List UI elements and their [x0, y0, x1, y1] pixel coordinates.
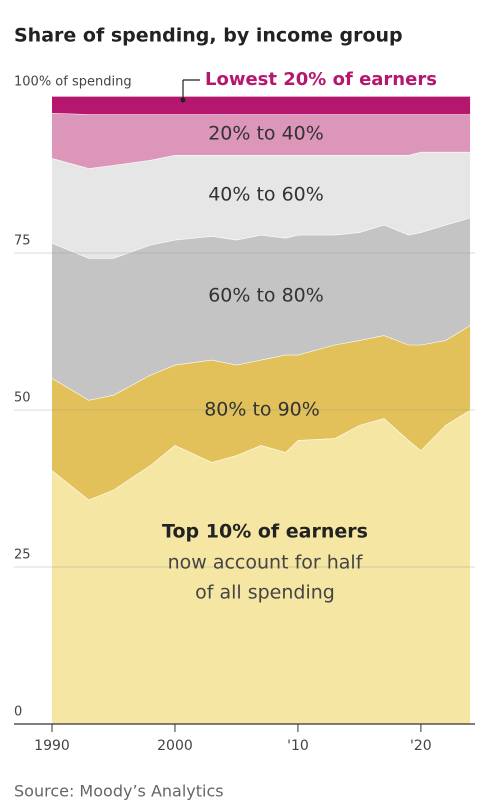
x-tick-label: '20: [410, 738, 432, 754]
series-label: 20% to 40%: [208, 123, 324, 145]
series-label: Top 10% of earners: [162, 521, 368, 543]
y-tick-label: 75: [14, 234, 31, 249]
area: [52, 112, 471, 169]
series-label: 60% to 80%: [208, 285, 324, 307]
y-tick-label: 25: [14, 548, 31, 563]
series-label: 40% to 60%: [208, 184, 324, 206]
annotation: now account for half: [168, 552, 364, 574]
overlay: 0 25 50 75 100% of spending 1990 2000 '10 '20 Top…: [14, 69, 475, 754]
area: [52, 96, 471, 115]
source: Source: Moody’s Analytics: [14, 782, 224, 801]
x-tick-label: '10: [287, 738, 309, 754]
chart-title: Share of spending, by income group: [14, 25, 403, 47]
x-tick-label: 1990: [34, 738, 70, 754]
areas: [51, 95, 471, 724]
pointer-dot: [180, 97, 186, 103]
series-label: Lowest 20% of earners: [205, 69, 437, 90]
area: [52, 325, 471, 500]
x-tick-label: 2000: [157, 738, 193, 754]
y-tick-label: 50: [14, 391, 31, 406]
area: [52, 410, 471, 724]
annotation: of all spending: [195, 582, 335, 604]
area: [52, 217, 471, 400]
series-label: 80% to 90%: [204, 399, 320, 421]
area: [52, 151, 471, 259]
y-tick-label: 100% of spending: [14, 75, 132, 90]
y-tick-label: 0: [14, 705, 22, 720]
